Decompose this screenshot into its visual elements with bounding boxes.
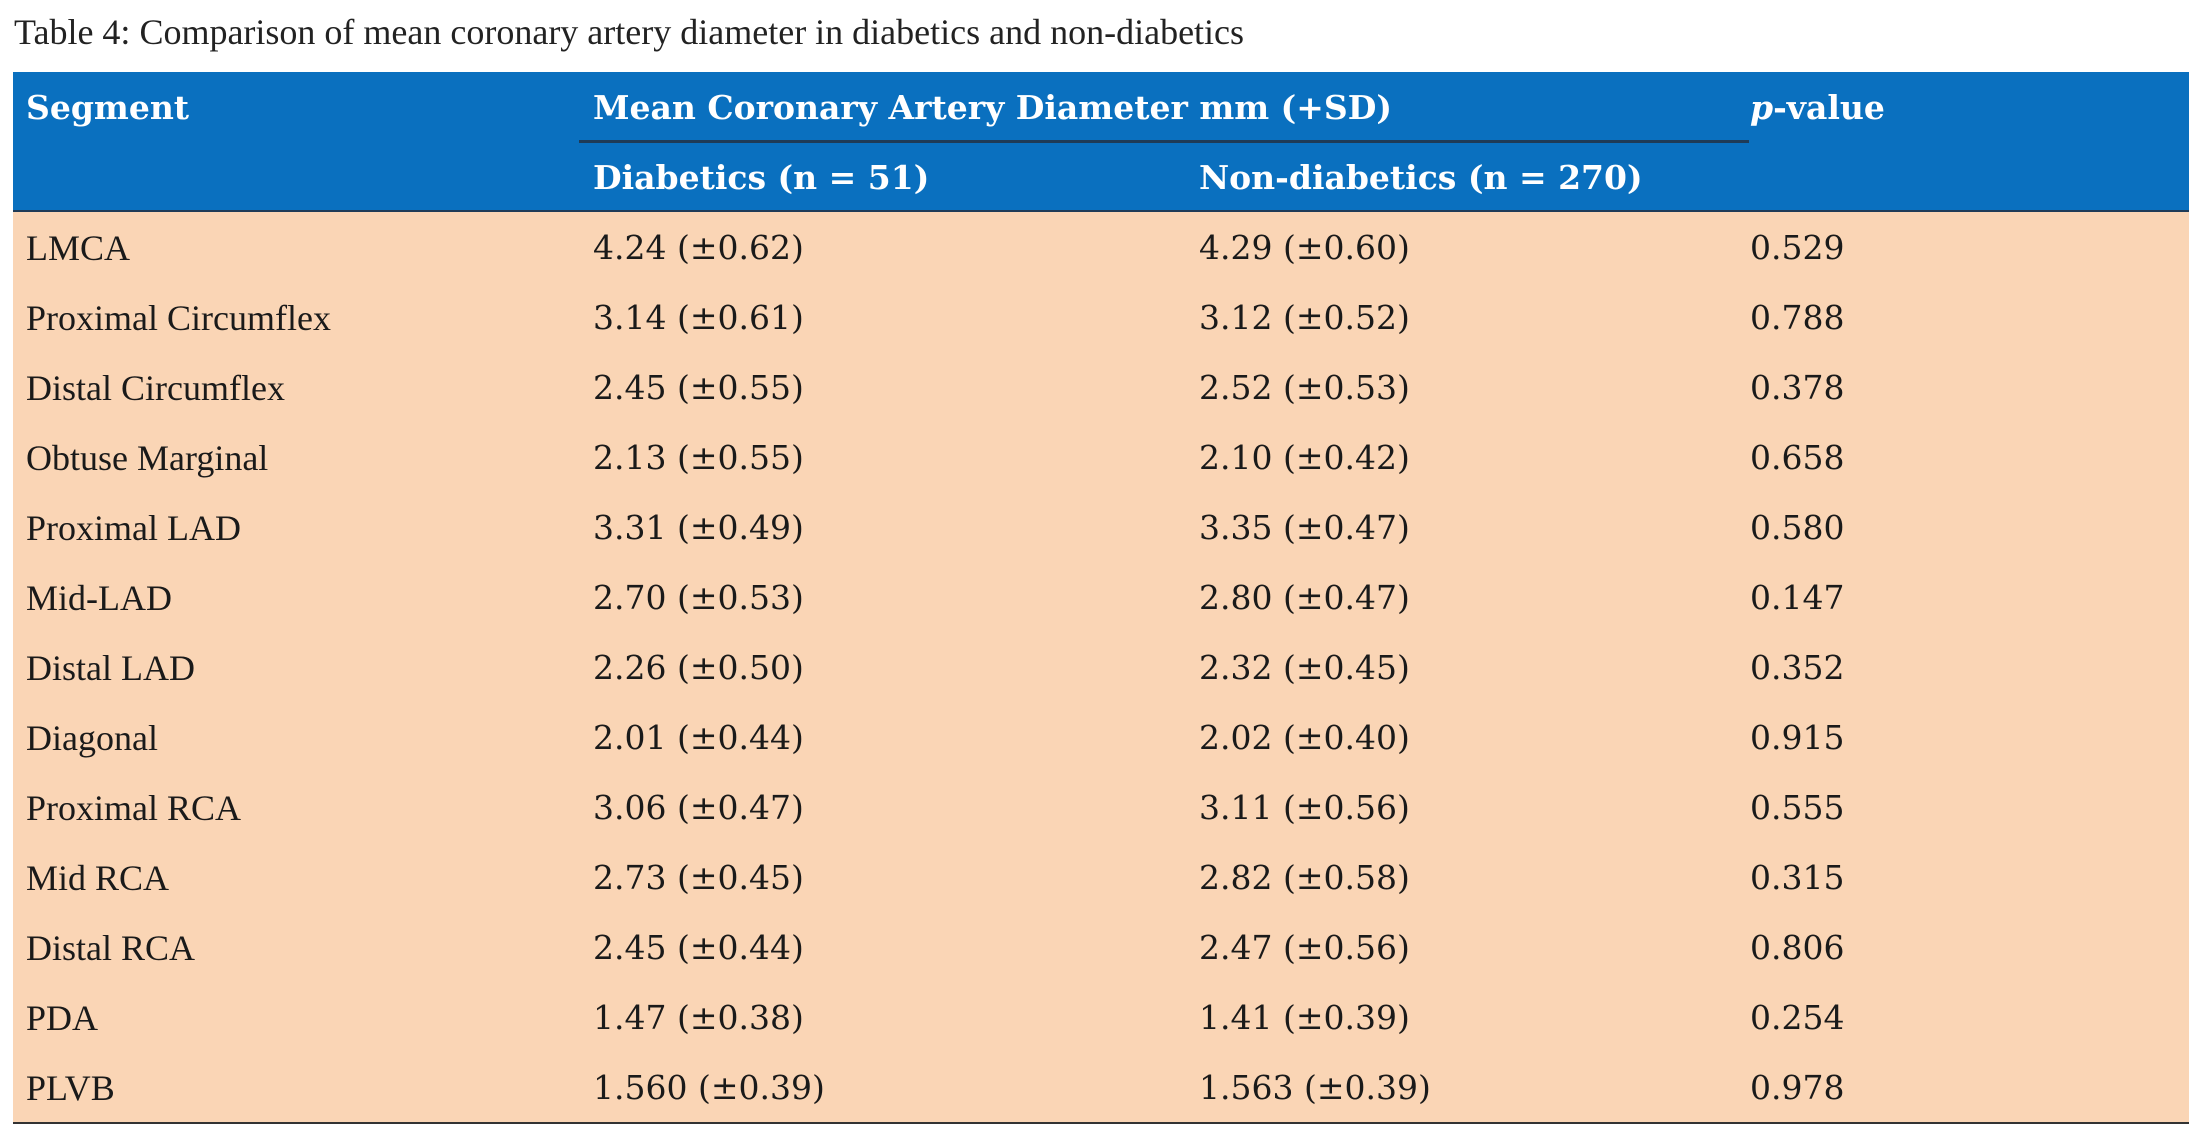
cell-segment: Distal Circumflex bbox=[26, 368, 285, 408]
cell-segment: Diagonal bbox=[26, 718, 158, 758]
header-mean-diameter-group: Mean Coronary Artery Diameter mm (+SD) bbox=[593, 88, 1392, 127]
table-row: Diagonal 2.01 (±0.44) 2.02 (±0.40) 0.915 bbox=[13, 703, 2189, 773]
cell-p-value: 0.788 bbox=[1750, 298, 1845, 337]
cell-diabetics: 2.73 (±0.45) bbox=[593, 858, 804, 897]
cell-p-value: 0.378 bbox=[1750, 368, 1845, 407]
cell-non-diabetics: 3.11 (±0.56) bbox=[1199, 788, 1410, 827]
header-p-rest: -value bbox=[1773, 88, 1885, 127]
cell-diabetics: 2.01 (±0.44) bbox=[593, 718, 804, 757]
table-body: LMCA 4.24 (±0.62) 4.29 (±0.60) 0.529 Proxima… bbox=[13, 212, 2189, 1124]
cell-p-value: 0.315 bbox=[1750, 858, 1845, 897]
table-caption: Table 4: Comparison of mean coronary art… bbox=[14, 12, 1245, 52]
header-segment: Segment bbox=[26, 88, 190, 127]
header-p-value: p-value bbox=[1750, 88, 1885, 128]
cell-segment: Proximal Circumflex bbox=[26, 298, 331, 338]
cell-p-value: 0.555 bbox=[1750, 788, 1845, 827]
cell-non-diabetics: 1.41 (±0.39) bbox=[1199, 998, 1410, 1037]
table-row: Mid RCA 2.73 (±0.45) 2.82 (±0.58) 0.315 bbox=[13, 843, 2189, 913]
cell-non-diabetics: 2.82 (±0.58) bbox=[1199, 858, 1410, 897]
cell-segment: Distal RCA bbox=[26, 928, 196, 968]
table-row: PDA 1.47 (±0.38) 1.41 (±0.39) 0.254 bbox=[13, 983, 2189, 1053]
cell-non-diabetics: 2.47 (±0.56) bbox=[1199, 928, 1410, 967]
cell-non-diabetics: 1.563 (±0.39) bbox=[1199, 1068, 1431, 1107]
cell-non-diabetics: 2.80 (±0.47) bbox=[1199, 578, 1410, 617]
table-row: Distal Circumflex 2.45 (±0.55) 2.52 (±0.53… bbox=[13, 353, 2189, 423]
header-p-italic: p bbox=[1750, 88, 1774, 127]
cell-non-diabetics: 2.52 (±0.53) bbox=[1199, 368, 1410, 407]
table-row: Distal LAD 2.26 (±0.50) 2.32 (±0.45) 0.352 bbox=[13, 633, 2189, 703]
table-row: Distal RCA 2.45 (±0.44) 2.47 (±0.56) 0.806 bbox=[13, 913, 2189, 983]
cell-diabetics: 2.45 (±0.44) bbox=[593, 928, 804, 967]
cell-non-diabetics: 2.32 (±0.45) bbox=[1199, 648, 1410, 687]
cell-diabetics: 1.560 (±0.39) bbox=[593, 1068, 825, 1107]
cell-segment: LMCA bbox=[26, 228, 131, 268]
cell-segment: PLVB bbox=[26, 1068, 115, 1108]
cell-diabetics: 1.47 (±0.38) bbox=[593, 998, 804, 1037]
cell-p-value: 0.915 bbox=[1750, 718, 1845, 757]
cell-segment: Obtuse Marginal bbox=[26, 438, 269, 478]
table-row: Obtuse Marginal 2.13 (±0.55) 2.10 (±0.42) 0… bbox=[13, 423, 2189, 493]
cell-p-value: 0.529 bbox=[1750, 228, 1845, 267]
cell-diabetics: 3.31 (±0.49) bbox=[593, 508, 804, 547]
cell-diabetics: 3.06 (±0.47) bbox=[593, 788, 804, 827]
table-row: Proximal RCA 3.06 (±0.47) 3.11 (±0.56) 0.55… bbox=[13, 773, 2189, 843]
cell-non-diabetics: 3.35 (±0.47) bbox=[1199, 508, 1410, 547]
cell-segment: Proximal LAD bbox=[26, 508, 241, 548]
cell-p-value: 0.580 bbox=[1750, 508, 1845, 547]
cell-p-value: 0.147 bbox=[1750, 578, 1845, 617]
cell-diabetics: 4.24 (±0.62) bbox=[593, 228, 804, 267]
table-header: Segment Mean Coronary Artery Diameter mm… bbox=[13, 72, 2189, 212]
cell-segment: Mid RCA bbox=[26, 858, 170, 898]
cell-non-diabetics: 4.29 (±0.60) bbox=[1199, 228, 1410, 267]
cell-p-value: 0.254 bbox=[1750, 998, 1845, 1037]
cell-p-value: 0.978 bbox=[1750, 1068, 1845, 1107]
table-row: Proximal LAD 3.31 (±0.49) 3.35 (±0.47) 0.58… bbox=[13, 493, 2189, 563]
cell-segment: Mid-LAD bbox=[26, 578, 172, 618]
cell-segment: Proximal RCA bbox=[26, 788, 242, 828]
table-row: Proximal Circumflex 3.14 (±0.61) 3.12 (±0.… bbox=[13, 283, 2189, 353]
cell-non-diabetics: 2.02 (±0.40) bbox=[1199, 718, 1410, 757]
cell-diabetics: 2.26 (±0.50) bbox=[593, 648, 804, 687]
cell-diabetics: 2.13 (±0.55) bbox=[593, 438, 804, 477]
cell-p-value: 0.352 bbox=[1750, 648, 1845, 687]
cell-segment: Distal LAD bbox=[26, 648, 195, 688]
header-diabetics: Diabetics (n = 51) bbox=[593, 158, 930, 197]
cell-diabetics: 2.70 (±0.53) bbox=[593, 578, 804, 617]
header-non-diabetics: Non-diabetics (n = 270) bbox=[1199, 158, 1643, 197]
cell-p-value: 0.658 bbox=[1750, 438, 1845, 477]
table-row: Mid-LAD 2.70 (±0.53) 2.80 (±0.47) 0.147 bbox=[13, 563, 2189, 633]
header-group-rule bbox=[579, 140, 1749, 143]
cell-non-diabetics: 3.12 (±0.52) bbox=[1199, 298, 1410, 337]
cell-segment: PDA bbox=[26, 998, 99, 1038]
cell-diabetics: 3.14 (±0.61) bbox=[593, 298, 804, 337]
cell-non-diabetics: 2.10 (±0.42) bbox=[1199, 438, 1410, 477]
cell-diabetics: 2.45 (±0.55) bbox=[593, 368, 804, 407]
cell-p-value: 0.806 bbox=[1750, 928, 1845, 967]
table-row: PLVB 1.560 (±0.39) 1.563 (±0.39) 0.978 bbox=[13, 1053, 2189, 1123]
table-row: LMCA 4.24 (±0.62) 4.29 (±0.60) 0.529 bbox=[13, 213, 2189, 283]
data-table: Segment Mean Coronary Artery Diameter mm… bbox=[13, 72, 2189, 1126]
